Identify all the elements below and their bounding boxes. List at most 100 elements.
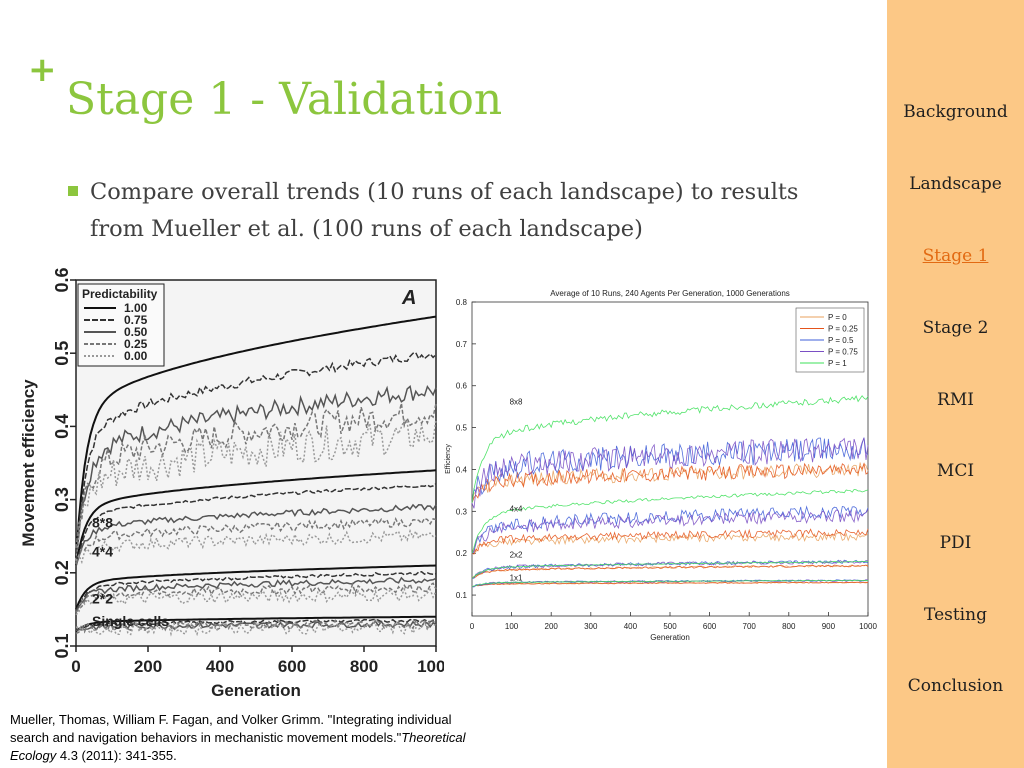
- chart-a-y-tick-label: 0.1: [52, 633, 72, 658]
- chart-b-group-label: 8x8: [510, 398, 523, 407]
- chart-a-series-line: [75, 516, 437, 565]
- chart-b-y-tick-label: 0.4: [456, 465, 468, 474]
- chart-a-legend-label: 1.00: [124, 301, 148, 315]
- chart-b-series-line: [471, 528, 869, 555]
- chart-a-group-label: 2*2: [92, 591, 113, 607]
- nav-background[interactable]: Background: [903, 102, 1008, 122]
- chart-b-legend-label: P = 0: [828, 313, 847, 322]
- chart-a-y-tick-label: 0.5: [52, 341, 72, 366]
- chart-b-series-line: [471, 560, 869, 579]
- chart-b-x-tick-label: 400: [624, 622, 638, 631]
- chart-b-series-line: [471, 437, 869, 504]
- chart-b-x-tick-label: 100: [505, 622, 519, 631]
- citation-authors: Mueller, Thomas, William F. Fagan, and V…: [10, 712, 452, 745]
- chart-a-legend-label: 0.50: [124, 325, 148, 339]
- chart-b-y-tick-label: 0.8: [456, 298, 468, 307]
- chart-a-series-line: [75, 615, 436, 633]
- sidebar-nav: Background Landscape Stage 1 Stage 2 RMI…: [887, 0, 1024, 768]
- chart-a-y-axis-label: Movement efficiency: [19, 379, 38, 547]
- chart-b-y-tick-label: 0.5: [456, 424, 468, 433]
- chart-b-series-line: [471, 509, 869, 554]
- chart-b-series-line: [471, 581, 869, 588]
- nav-stage-1[interactable]: Stage 1: [922, 246, 989, 266]
- chart-a-x-tick-label: 1000: [417, 657, 444, 676]
- chart-a-group-label: 4*4: [92, 544, 113, 560]
- chart-a-series-line: [75, 469, 437, 566]
- chart-a-legend-label: 0.75: [124, 313, 148, 327]
- chart-b-x-tick-label: 700: [743, 622, 757, 631]
- chart-b-y-tick-label: 0.1: [456, 591, 468, 600]
- chart-a-series-line: [75, 587, 437, 616]
- nav-landscape[interactable]: Landscape: [909, 174, 1002, 194]
- nav-pdi[interactable]: PDI: [939, 533, 972, 553]
- chart-a-x-tick-label: 600: [278, 657, 306, 676]
- bullet-marker: [68, 186, 78, 196]
- chart-b-series-line: [471, 437, 869, 509]
- chart-a-series-line: [75, 403, 437, 549]
- chart-b-series-line: [471, 559, 869, 579]
- nav-rmi[interactable]: RMI: [937, 390, 974, 410]
- chart-b-x-tick-label: 600: [703, 622, 717, 631]
- chart-a-series-line: [75, 483, 437, 565]
- chart-b-series-line: [471, 395, 869, 504]
- chart-a-series-line: [75, 528, 437, 565]
- chart-a-x-tick-label: 400: [206, 657, 234, 676]
- chart-b-series-line: [471, 564, 869, 579]
- chart-a-y-tick-label: 0.3: [52, 487, 72, 512]
- chart-a-series-line: [75, 564, 437, 610]
- slide-title: Stage 1 - Validation: [66, 74, 503, 125]
- chart-b-x-tick-label: 800: [782, 622, 796, 631]
- chart-a-x-tick-label: 800: [350, 657, 378, 676]
- mueller-chart: 0.1 0.2 0.3 0.4 0.5 0.6 0 200 400 600 800 1000 Gener…: [19, 268, 444, 698]
- chart-a-y-tick-label: 0.4: [52, 414, 72, 439]
- chart-a-legend-title: Predictability: [82, 287, 158, 301]
- chart-a-y-tick-label: 0.6: [52, 268, 72, 293]
- chart-b-legend-label: P = 0.25: [828, 325, 858, 334]
- bullet-text: Compare overall trends (10 runs of each …: [90, 179, 799, 242]
- slide-plus-mark: +: [28, 50, 57, 90]
- chart-b-x-tick-label: 1000: [859, 622, 877, 631]
- chart-b-series-line: [471, 560, 869, 579]
- citation: Mueller, Thomas, William F. Fagan, and V…: [10, 711, 480, 765]
- chart-a-legend-label: 0.25: [124, 337, 148, 351]
- chart-a-series-line: [75, 503, 437, 567]
- chart-a-group-label: 8*8: [92, 514, 113, 530]
- chart-a-series-line: [75, 315, 437, 559]
- simulation-chart: Average of 10 Runs, 240 Agents Per Gener…: [445, 289, 877, 642]
- chart-b-group-label: 2x2: [510, 550, 523, 559]
- chart-a-legend-box: [77, 283, 165, 367]
- chart-b-y-axis-label: Efficiency: [445, 444, 452, 474]
- chart-a-y-tick-label: 0.2: [52, 560, 72, 585]
- chart-a-series-line: [75, 418, 437, 560]
- chart-a-x-axis-label: Generation: [211, 681, 301, 698]
- nav-testing[interactable]: Testing: [924, 605, 987, 625]
- chart-b-x-tick-label: 300: [584, 622, 598, 631]
- chart-b-series-line: [471, 488, 869, 554]
- citation-volume: 4.3 (2011): 341-355.: [56, 748, 177, 763]
- chart-a-x-tick-label: 200: [134, 657, 162, 676]
- chart-a-series-line: [75, 581, 437, 614]
- chart-b-x-tick-label: 200: [545, 622, 559, 631]
- chart-b-series-line: [471, 462, 869, 504]
- chart-b-legend-label: P = 1: [828, 359, 847, 368]
- chart-b-series-line: [471, 579, 869, 588]
- nav-mci[interactable]: MCI: [936, 461, 975, 481]
- chart-a-x-tick-label: 0: [71, 657, 80, 676]
- chart-b-x-tick-label: 900: [822, 622, 836, 631]
- chart-b-legend-label: P = 0.5: [828, 336, 854, 345]
- nav-stage-2[interactable]: Stage 2: [922, 318, 989, 338]
- chart-a-series-line: [75, 576, 437, 612]
- chart-b-x-tick-label: 0: [470, 622, 475, 631]
- chart-b-x-axis-label: Generation: [650, 633, 690, 642]
- chart-a-series-line: [75, 384, 437, 563]
- chart-a-series-line: [75, 351, 437, 559]
- chart-b-title: Average of 10 Runs, 240 Agents Per Gener…: [550, 289, 790, 298]
- chart-b-y-tick-label: 0.7: [456, 340, 468, 349]
- nav-conclusion[interactable]: Conclusion: [907, 676, 1004, 696]
- chart-a-series-line: [75, 571, 437, 611]
- chart-b-y-tick-label: 0.2: [456, 549, 468, 558]
- chart-b-y-tick-label: 0.3: [456, 507, 468, 516]
- chart-b-y-tick-label: 0.6: [456, 382, 468, 391]
- citation-journal: Theoretical Ecology: [10, 730, 466, 763]
- chart-b-group-label: 1x1: [510, 573, 523, 582]
